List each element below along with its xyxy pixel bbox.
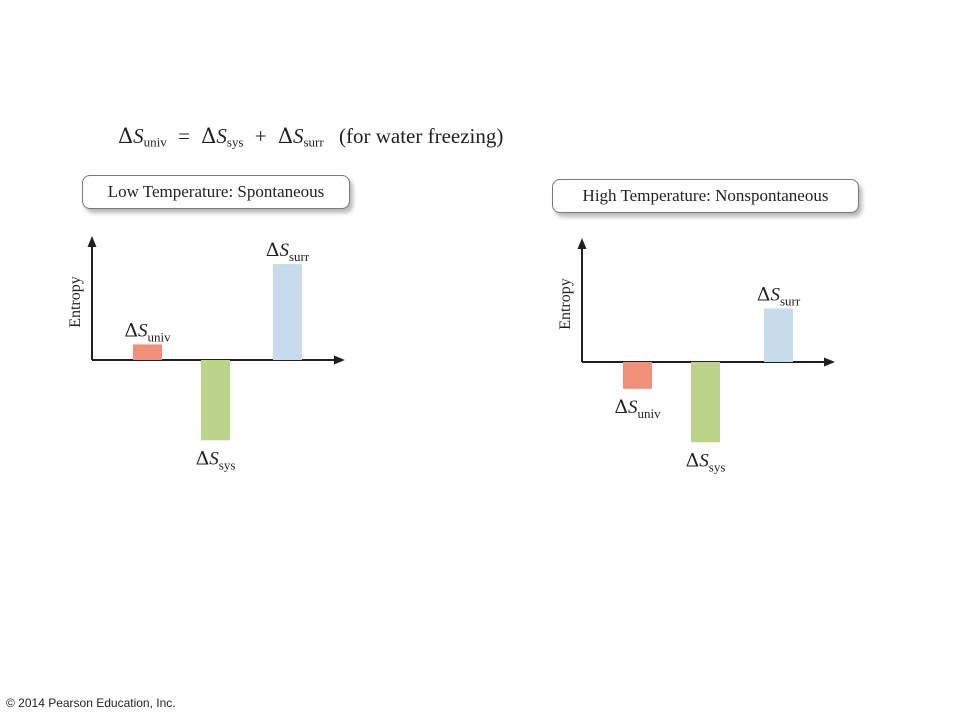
- delta-symbol: Δ: [277, 124, 293, 148]
- low-bar-sys: [201, 360, 230, 441]
- low-bar-label-surr: ΔSsurr: [266, 239, 310, 264]
- low-bar-label-sys: ΔSsys: [196, 447, 236, 472]
- delta-symbol: Δ: [201, 124, 217, 148]
- low-bar-label-univ: ΔSuniv: [124, 319, 171, 344]
- low-temperature-title-text: Low Temperature: Spontaneous: [107, 182, 325, 201]
- high-bar-label-univ: ΔSuniv: [614, 396, 661, 421]
- copyright-text: © 2014 Pearson Education, Inc.: [6, 696, 176, 710]
- high-x-axis-arrow: [824, 357, 835, 367]
- sys-subscript: sys: [226, 134, 244, 150]
- equals-sign: =: [178, 124, 190, 148]
- low-y-axis-arrow: [87, 236, 97, 247]
- low-temperature-title: Low Temperature: Spontaneous: [82, 175, 350, 209]
- plus-sign: +: [254, 124, 267, 148]
- entropy-symbol: S: [133, 124, 144, 148]
- delta-symbol: Δ: [118, 124, 134, 148]
- entropy-symbol: S: [292, 124, 304, 148]
- high-bar-label-surr: ΔSsurr: [757, 283, 801, 308]
- low-bar-surr: [273, 264, 302, 360]
- high-y-axis-label: Entropy: [557, 278, 574, 330]
- low-y-axis-label: Entropy: [67, 276, 84, 328]
- high-y-axis-arrow: [577, 238, 587, 249]
- high-temperature-title-text: High Temperature: Nonspontaneous: [582, 186, 829, 205]
- entropy-symbol: S: [216, 124, 227, 148]
- high-temperature-title: High Temperature: Nonspontaneous: [552, 179, 859, 213]
- high-bar-label-sys: ΔSsys: [686, 449, 726, 474]
- univ-subscript: univ: [143, 134, 167, 150]
- equation-note: (for water freezing): [338, 124, 504, 148]
- high-bar-univ: [623, 362, 652, 389]
- entropy-equation: ΔSuniv = ΔSsys + ΔSsurr (for water freez…: [118, 124, 503, 151]
- high-bar-sys: [691, 362, 720, 443]
- low-x-axis-arrow: [334, 355, 345, 365]
- high-bar-surr: [764, 308, 793, 362]
- surr-subscript: surr: [303, 134, 324, 150]
- low-bar-univ: [133, 344, 162, 360]
